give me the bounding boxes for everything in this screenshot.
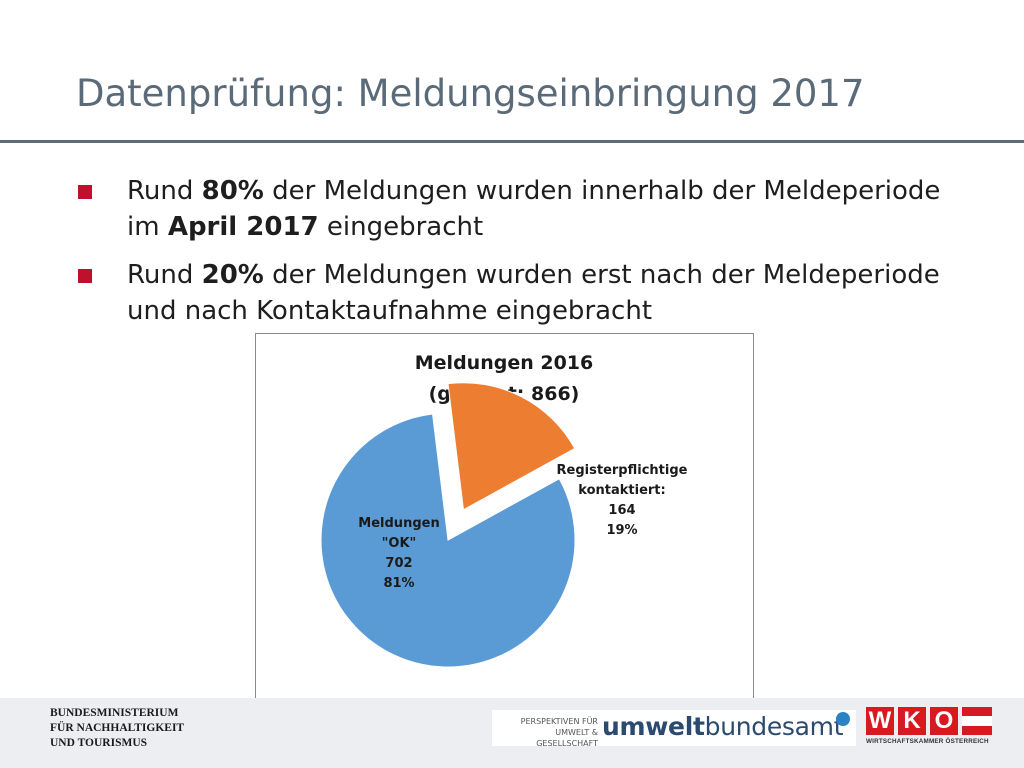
- austria-flag-icon: [962, 707, 992, 735]
- pie-chart: Meldungen 2016 (gesamt: 866) Meldungen"O…: [255, 333, 754, 701]
- bullet-2-part: Rund: [127, 260, 202, 290]
- ministry-line: BUNDESMINISTERIUM: [50, 707, 179, 719]
- uba-mark-icon: [836, 712, 850, 726]
- bullet-square-icon: [78, 269, 92, 283]
- bullet-2-part: der Meldungen wurden erst nach der Melde…: [127, 260, 940, 326]
- ministry-line: UND TOURISMUS: [50, 737, 148, 749]
- pie-chart-svg: Meldungen 2016 (gesamt: 866) Meldungen"O…: [320, 352, 688, 668]
- uba-wordmark-regular: bundesamt: [704, 712, 844, 741]
- ministry-logo: BUNDESMINISTERIUM FÜR NACHHALTIGKEIT UND…: [50, 706, 184, 751]
- uba-wordmark: umweltbundesamt: [602, 712, 844, 741]
- wko-subtitle: WIRTSCHAFTSKAMMER ÖSTERREICH: [866, 738, 989, 745]
- wko-letter: O: [930, 707, 958, 735]
- wko-letter: W: [866, 707, 894, 735]
- bullet-2-highlight-percent: 20%: [201, 260, 264, 290]
- uba-tagline-line: UMWELT & GESELLSCHAFT: [536, 728, 598, 748]
- ministry-line: FÜR NACHHALTIGKEIT: [50, 722, 185, 734]
- pie-data-label: Registerpflichtige kontaktiert: 164 19%: [557, 463, 688, 538]
- title-divider: [0, 140, 1024, 143]
- bullet-1-text: Rund 80% der Meldungen wurden innerhalb …: [127, 173, 947, 245]
- bullet-1-part: eingebracht: [318, 212, 484, 242]
- uba-wordmark-bold: umwelt: [602, 712, 705, 741]
- bullet-1-highlight-percent: 80%: [201, 176, 264, 206]
- bullet-2-text: Rund 20% der Meldungen wurden erst nach …: [127, 257, 947, 329]
- slide-title: Datenprüfung: Meldungseinbringung 2017: [76, 72, 865, 115]
- bullet-1-part: der Meldungen wurden innerhalb der Melde…: [127, 176, 941, 242]
- uba-tagline-line: PERSPEKTIVEN FÜR: [520, 717, 598, 726]
- pie-slice: [320, 413, 576, 668]
- wko-logo: W K O WIRTSCHAFTSKAMMER ÖSTERREICH: [866, 707, 992, 751]
- umweltbundesamt-logo: PERSPEKTIVEN FÜR UMWELT & GESELLSCHAFT u…: [492, 710, 856, 749]
- chart-title: Meldungen 2016: [415, 352, 593, 374]
- uba-tagline: PERSPEKTIVEN FÜR UMWELT & GESELLSCHAFT: [498, 716, 598, 749]
- pie-slice: [447, 382, 576, 511]
- wko-letter: K: [898, 707, 926, 735]
- bullet-square-icon: [78, 185, 92, 199]
- bullet-1-highlight-date: April 2017: [167, 212, 319, 242]
- bullet-1-part: Rund: [127, 176, 202, 206]
- pie-data-label: Meldungen "OK" 702 81%: [358, 516, 439, 591]
